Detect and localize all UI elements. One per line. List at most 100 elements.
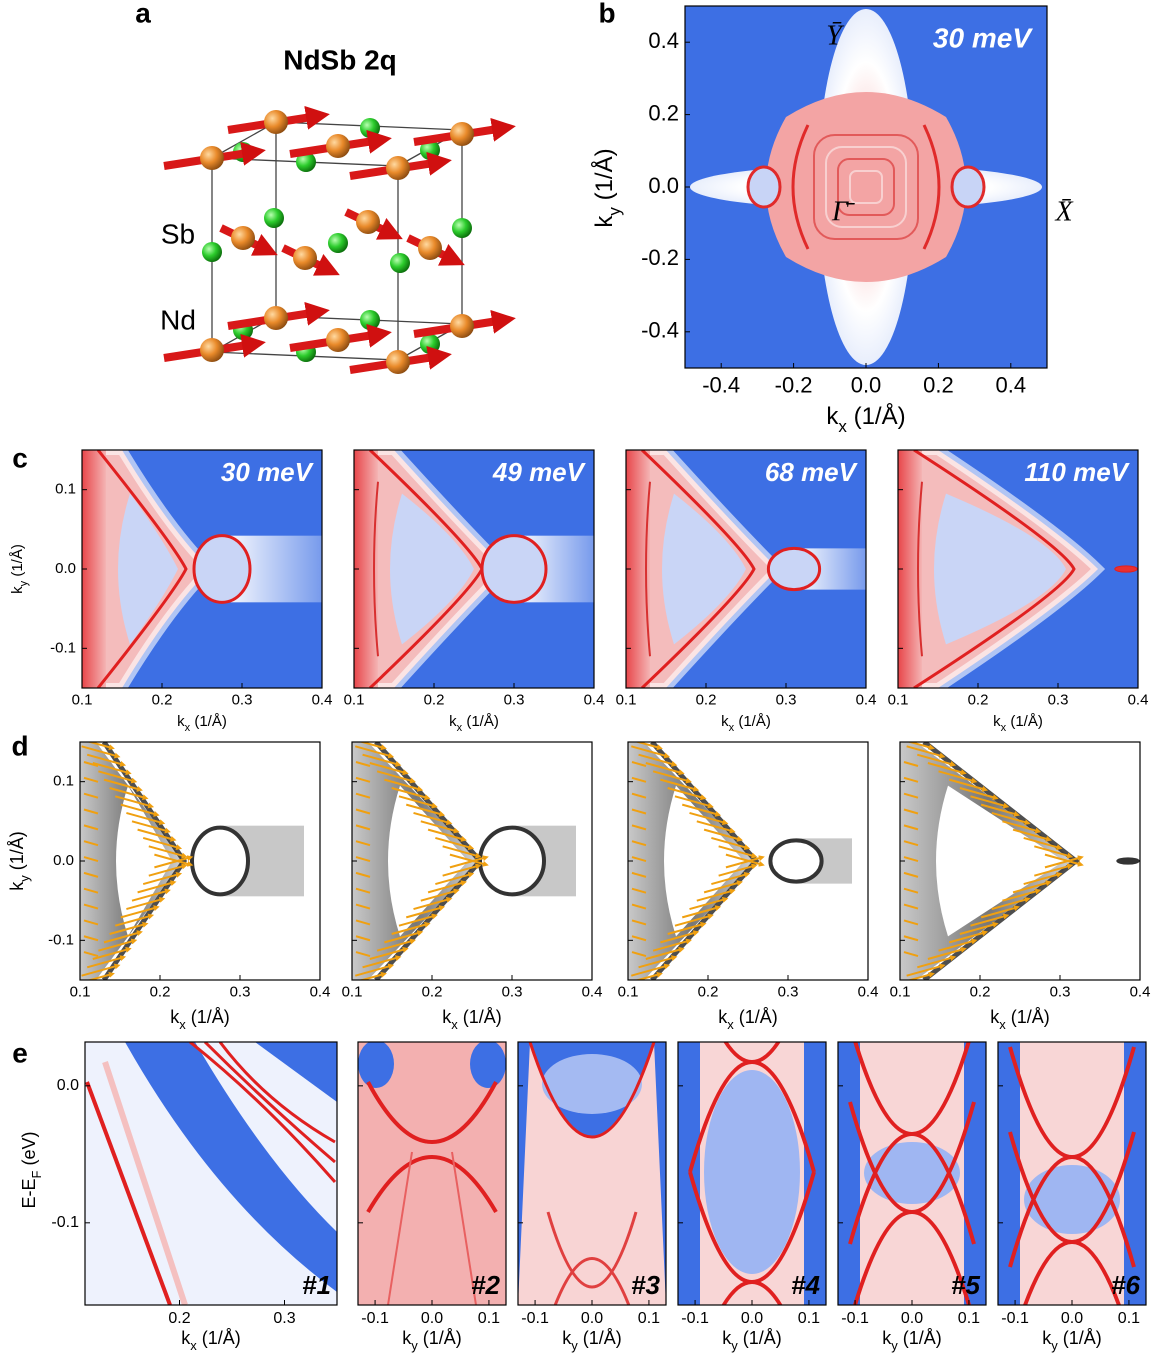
spin-arrow	[449, 853, 489, 867]
spin-arrow	[420, 888, 460, 902]
x-tick-label: 0.0	[851, 373, 882, 398]
energy-label: 30 meV	[933, 22, 1033, 53]
plot-area	[898, 450, 1138, 688]
axis-label-main: k	[562, 1328, 572, 1348]
spin-arrow	[420, 820, 460, 834]
nd-atom	[200, 338, 224, 362]
surface-contour	[645, 481, 651, 657]
axis-label-sub: x	[185, 722, 191, 734]
axis-label-sub: x	[727, 1017, 734, 1032]
axis-label-sub: y	[17, 875, 32, 882]
spin-arrow	[903, 871, 919, 878]
electron-pocket	[766, 546, 822, 592]
spin-arrow	[355, 856, 371, 863]
spin-arrow	[903, 840, 919, 847]
bulk-region	[766, 92, 966, 282]
axis-label-sub: y	[731, 1338, 738, 1353]
axis-label-main: k	[449, 713, 457, 730]
x-tick-label: 0.0	[901, 1310, 923, 1327]
x-tick-label: 0.3	[273, 1310, 295, 1327]
panel-label: c	[12, 442, 28, 473]
spin-arrow	[645, 762, 685, 776]
spin-arrow	[1023, 871, 1063, 886]
axis-label-unit: (1/Å)	[418, 1328, 462, 1348]
surface-band	[1023, 1240, 1121, 1305]
spin-arrow	[711, 871, 751, 886]
spin-arrow	[903, 951, 919, 958]
surface-band	[102, 1061, 188, 1305]
spin-arrow	[154, 853, 194, 867]
x-tick-label: 0.2	[923, 373, 954, 398]
spin-arrow	[903, 761, 919, 767]
spin-arrow	[903, 919, 919, 926]
surface-contour	[101, 742, 188, 980]
x-tick-label: 0.3	[776, 692, 797, 709]
spin-arrow	[1034, 863, 1074, 877]
plot-area	[838, 1042, 986, 1305]
axis-label: E-EF (eV)	[19, 1132, 44, 1209]
plot-area	[352, 742, 592, 980]
structure-title: NdSb 2q	[283, 44, 397, 75]
axis-label-main: k	[402, 1328, 412, 1348]
inner-pocket	[664, 785, 744, 937]
axis-label-unit: (1/Å)	[1006, 1007, 1050, 1027]
spin-arrow	[362, 753, 402, 767]
spin-arrow	[903, 824, 919, 831]
nd-atom	[264, 110, 288, 134]
axis-label-unit: (1/Å)	[1006, 713, 1043, 730]
spin-arrow	[689, 812, 729, 826]
spin-arrow	[1023, 836, 1063, 851]
spin-arrow	[927, 762, 967, 776]
x-tick-label: 0.1	[888, 692, 909, 709]
surface-band	[189, 1042, 337, 1183]
axis-label-sub: y	[891, 1338, 898, 1353]
surface-band	[848, 1132, 976, 1245]
atom-label: Sb	[161, 218, 195, 249]
spin-arrow	[376, 938, 417, 952]
spin-arrow	[631, 856, 647, 863]
spin-arrow	[449, 855, 489, 869]
nd-atom	[293, 246, 317, 270]
spin-arrow	[631, 792, 647, 799]
plot-area	[628, 742, 868, 980]
spin-arrow	[631, 761, 647, 767]
axis-label-unit: (1/Å)	[458, 1007, 502, 1027]
spin-arrow	[631, 903, 647, 910]
axis-label: kx (1/Å)	[449, 713, 499, 734]
axis-label: ky (1/Å)	[1042, 1328, 1102, 1353]
x-tick-label: 0.0	[581, 1310, 603, 1327]
spin-arrow	[631, 935, 647, 942]
surface-contour	[917, 481, 923, 657]
y-tick-label: 0.1	[53, 773, 74, 790]
spin-arrow	[355, 963, 395, 977]
plot-area	[998, 1042, 1146, 1305]
surface-band	[852, 1210, 972, 1305]
spin-arrow	[917, 955, 957, 969]
x-tick-label: 0.0	[741, 1310, 763, 1327]
axis-label-sub: x	[179, 1017, 186, 1032]
x-tick-label: 0.3	[502, 984, 523, 1001]
energy-label: 49 meV	[492, 457, 587, 487]
axis-label: kx (1/Å)	[181, 1328, 241, 1353]
x-tick-label: 0.3	[232, 692, 253, 709]
spin-arrow	[103, 930, 143, 944]
spin-arrow	[652, 770, 693, 784]
x-tick-label: 0.2	[696, 692, 717, 709]
spin-arrow	[696, 888, 736, 902]
x-tick-label: 0.2	[168, 1310, 190, 1327]
spin-arrow	[355, 840, 371, 847]
x-tick-label: 0.3	[778, 984, 799, 1001]
surface-contour	[96, 450, 188, 688]
spin-arrow	[81, 963, 121, 977]
axis-label: kx (1/Å)	[826, 402, 905, 436]
spin-arrow	[142, 871, 183, 886]
y-tick-label: 0.0	[648, 173, 679, 198]
contour	[813, 134, 919, 240]
spin-arrow	[114, 795, 155, 809]
electron-pocket	[192, 534, 252, 604]
axis-label-unit: (eV)	[19, 1132, 39, 1171]
bulk-band	[125, 1042, 337, 1292]
axis-label-sub: x	[838, 417, 847, 436]
spin-arrow	[631, 963, 671, 977]
